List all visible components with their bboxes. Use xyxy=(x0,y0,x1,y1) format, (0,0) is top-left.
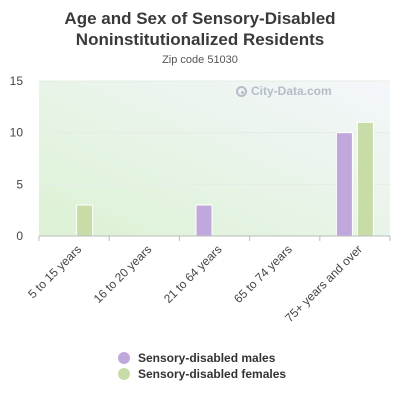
x-tick-label: 75+ years and over xyxy=(282,242,365,325)
watermark: City-Data.com xyxy=(236,84,332,98)
legend-swatch-females xyxy=(118,368,130,380)
bar-females[interactable] xyxy=(356,121,374,237)
x-tick-label: 5 to 15 years xyxy=(25,242,84,301)
x-tick-label: 21 to 64 years xyxy=(161,242,225,306)
bar-males[interactable] xyxy=(335,132,353,237)
legend-label-males: Sensory-disabled males xyxy=(138,351,276,365)
watermark-text: City-Data.com xyxy=(251,84,332,98)
legend: Sensory-disabled males Sensory-disabled … xyxy=(118,350,286,382)
bar-males[interactable] xyxy=(195,204,213,237)
chart-subtitle: Zip code 51030 xyxy=(162,54,238,66)
x-tick-label: 65 to 74 years xyxy=(231,242,295,306)
chart-title: Age and Sex of Sensory-Disabled Noninsti… xyxy=(64,9,336,49)
x-tick-label: 16 to 20 years xyxy=(91,242,155,306)
y-tick-label: 15 xyxy=(10,74,24,88)
bar-females[interactable] xyxy=(76,204,94,237)
y-tick-label: 0 xyxy=(16,229,23,243)
legend-item-females: Sensory-disabled females xyxy=(118,366,286,382)
legend-swatch-males xyxy=(118,352,130,364)
legend-item-males: Sensory-disabled males xyxy=(118,350,286,366)
search-icon xyxy=(236,85,247,97)
legend-label-females: Sensory-disabled females xyxy=(138,367,287,381)
plot-area xyxy=(39,81,390,236)
y-tick-label: 10 xyxy=(10,126,24,140)
y-tick-label: 5 xyxy=(16,177,23,191)
